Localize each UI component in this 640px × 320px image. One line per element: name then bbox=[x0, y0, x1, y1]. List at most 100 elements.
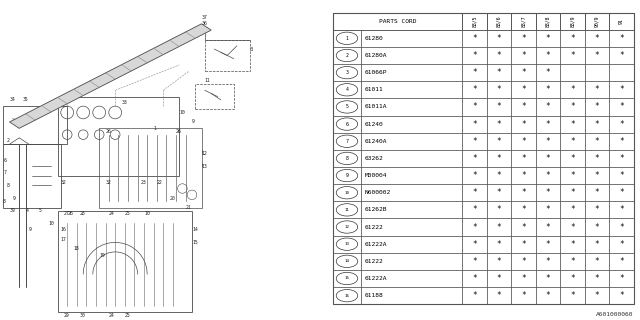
Bar bbox=[511, 236, 536, 253]
Text: *: * bbox=[570, 154, 575, 163]
Text: 61066P: 61066P bbox=[365, 70, 387, 75]
Text: *: * bbox=[497, 222, 501, 232]
Bar bbox=[511, 150, 536, 167]
Text: *: * bbox=[497, 205, 501, 214]
Bar bbox=[585, 30, 609, 47]
Bar bbox=[536, 184, 560, 201]
Text: 8: 8 bbox=[346, 156, 348, 161]
Text: *: * bbox=[570, 51, 575, 60]
Bar bbox=[333, 30, 361, 47]
Bar bbox=[99, 128, 202, 208]
Text: 3: 3 bbox=[250, 47, 253, 52]
Text: 10: 10 bbox=[144, 211, 150, 216]
Bar bbox=[609, 98, 634, 116]
Bar bbox=[511, 64, 536, 81]
Bar bbox=[486, 12, 511, 30]
Text: 9: 9 bbox=[13, 196, 15, 201]
Text: 17: 17 bbox=[61, 237, 67, 242]
Text: *: * bbox=[619, 85, 624, 94]
Bar bbox=[536, 30, 560, 47]
Text: *: * bbox=[546, 188, 550, 197]
Bar bbox=[462, 81, 486, 98]
Text: *: * bbox=[619, 154, 624, 163]
Bar bbox=[585, 64, 609, 81]
Bar bbox=[560, 184, 585, 201]
Bar bbox=[462, 201, 486, 219]
Bar bbox=[609, 236, 634, 253]
Bar bbox=[560, 287, 585, 304]
Text: 24: 24 bbox=[109, 211, 115, 216]
Text: 7: 7 bbox=[3, 170, 6, 175]
Text: *: * bbox=[619, 291, 624, 300]
Bar bbox=[486, 219, 511, 236]
Bar bbox=[585, 270, 609, 287]
Bar bbox=[486, 184, 511, 201]
Text: *: * bbox=[595, 291, 599, 300]
Text: 88/8: 88/8 bbox=[545, 15, 550, 27]
Text: *: * bbox=[497, 102, 501, 111]
Bar bbox=[333, 287, 361, 304]
Text: *: * bbox=[619, 257, 624, 266]
Text: *: * bbox=[570, 171, 575, 180]
Bar bbox=[486, 47, 511, 64]
Text: 14: 14 bbox=[192, 227, 198, 232]
Bar bbox=[560, 219, 585, 236]
Text: *: * bbox=[472, 120, 477, 129]
Bar bbox=[58, 211, 192, 312]
Bar bbox=[585, 116, 609, 133]
Text: 61222A: 61222A bbox=[365, 242, 387, 247]
Bar bbox=[560, 116, 585, 133]
Text: 13: 13 bbox=[344, 242, 349, 246]
Text: *: * bbox=[497, 188, 501, 197]
Bar bbox=[585, 236, 609, 253]
Text: *: * bbox=[619, 102, 624, 111]
Text: *: * bbox=[472, 85, 477, 94]
Text: 88/5: 88/5 bbox=[472, 15, 477, 27]
Bar bbox=[462, 287, 486, 304]
Bar bbox=[486, 116, 511, 133]
Text: *: * bbox=[521, 291, 525, 300]
Text: 8: 8 bbox=[3, 199, 6, 204]
Bar bbox=[560, 201, 585, 219]
Bar bbox=[536, 116, 560, 133]
Text: 5: 5 bbox=[38, 208, 41, 213]
Text: 2: 2 bbox=[346, 53, 348, 58]
Text: 26: 26 bbox=[67, 211, 73, 216]
Text: *: * bbox=[472, 68, 477, 77]
Text: *: * bbox=[570, 120, 575, 129]
Text: *: * bbox=[497, 85, 501, 94]
Bar bbox=[333, 201, 361, 219]
Text: *: * bbox=[472, 291, 477, 300]
Text: *: * bbox=[472, 171, 477, 180]
Text: *: * bbox=[595, 274, 599, 283]
Text: *: * bbox=[521, 120, 525, 129]
Bar bbox=[536, 270, 560, 287]
Bar bbox=[462, 116, 486, 133]
Bar bbox=[58, 97, 179, 176]
Text: 61222: 61222 bbox=[365, 225, 384, 229]
Text: 5: 5 bbox=[346, 104, 348, 109]
Text: 37: 37 bbox=[202, 15, 207, 20]
Bar bbox=[585, 184, 609, 201]
Bar bbox=[462, 64, 486, 81]
Text: 26: 26 bbox=[176, 129, 182, 134]
Text: 36: 36 bbox=[202, 21, 207, 26]
Text: *: * bbox=[546, 222, 550, 232]
Text: *: * bbox=[521, 222, 525, 232]
Text: *: * bbox=[619, 205, 624, 214]
Bar bbox=[486, 150, 511, 167]
Text: *: * bbox=[497, 34, 501, 43]
Bar bbox=[536, 12, 560, 30]
Text: *: * bbox=[546, 154, 550, 163]
Bar bbox=[609, 133, 634, 150]
Text: *: * bbox=[570, 85, 575, 94]
Text: *: * bbox=[497, 154, 501, 163]
Bar bbox=[361, 47, 462, 64]
Text: 9: 9 bbox=[29, 227, 31, 232]
Bar bbox=[361, 201, 462, 219]
Text: 88/7: 88/7 bbox=[521, 15, 526, 27]
Text: *: * bbox=[570, 257, 575, 266]
Bar bbox=[560, 81, 585, 98]
Text: *: * bbox=[619, 188, 624, 197]
Bar bbox=[585, 287, 609, 304]
